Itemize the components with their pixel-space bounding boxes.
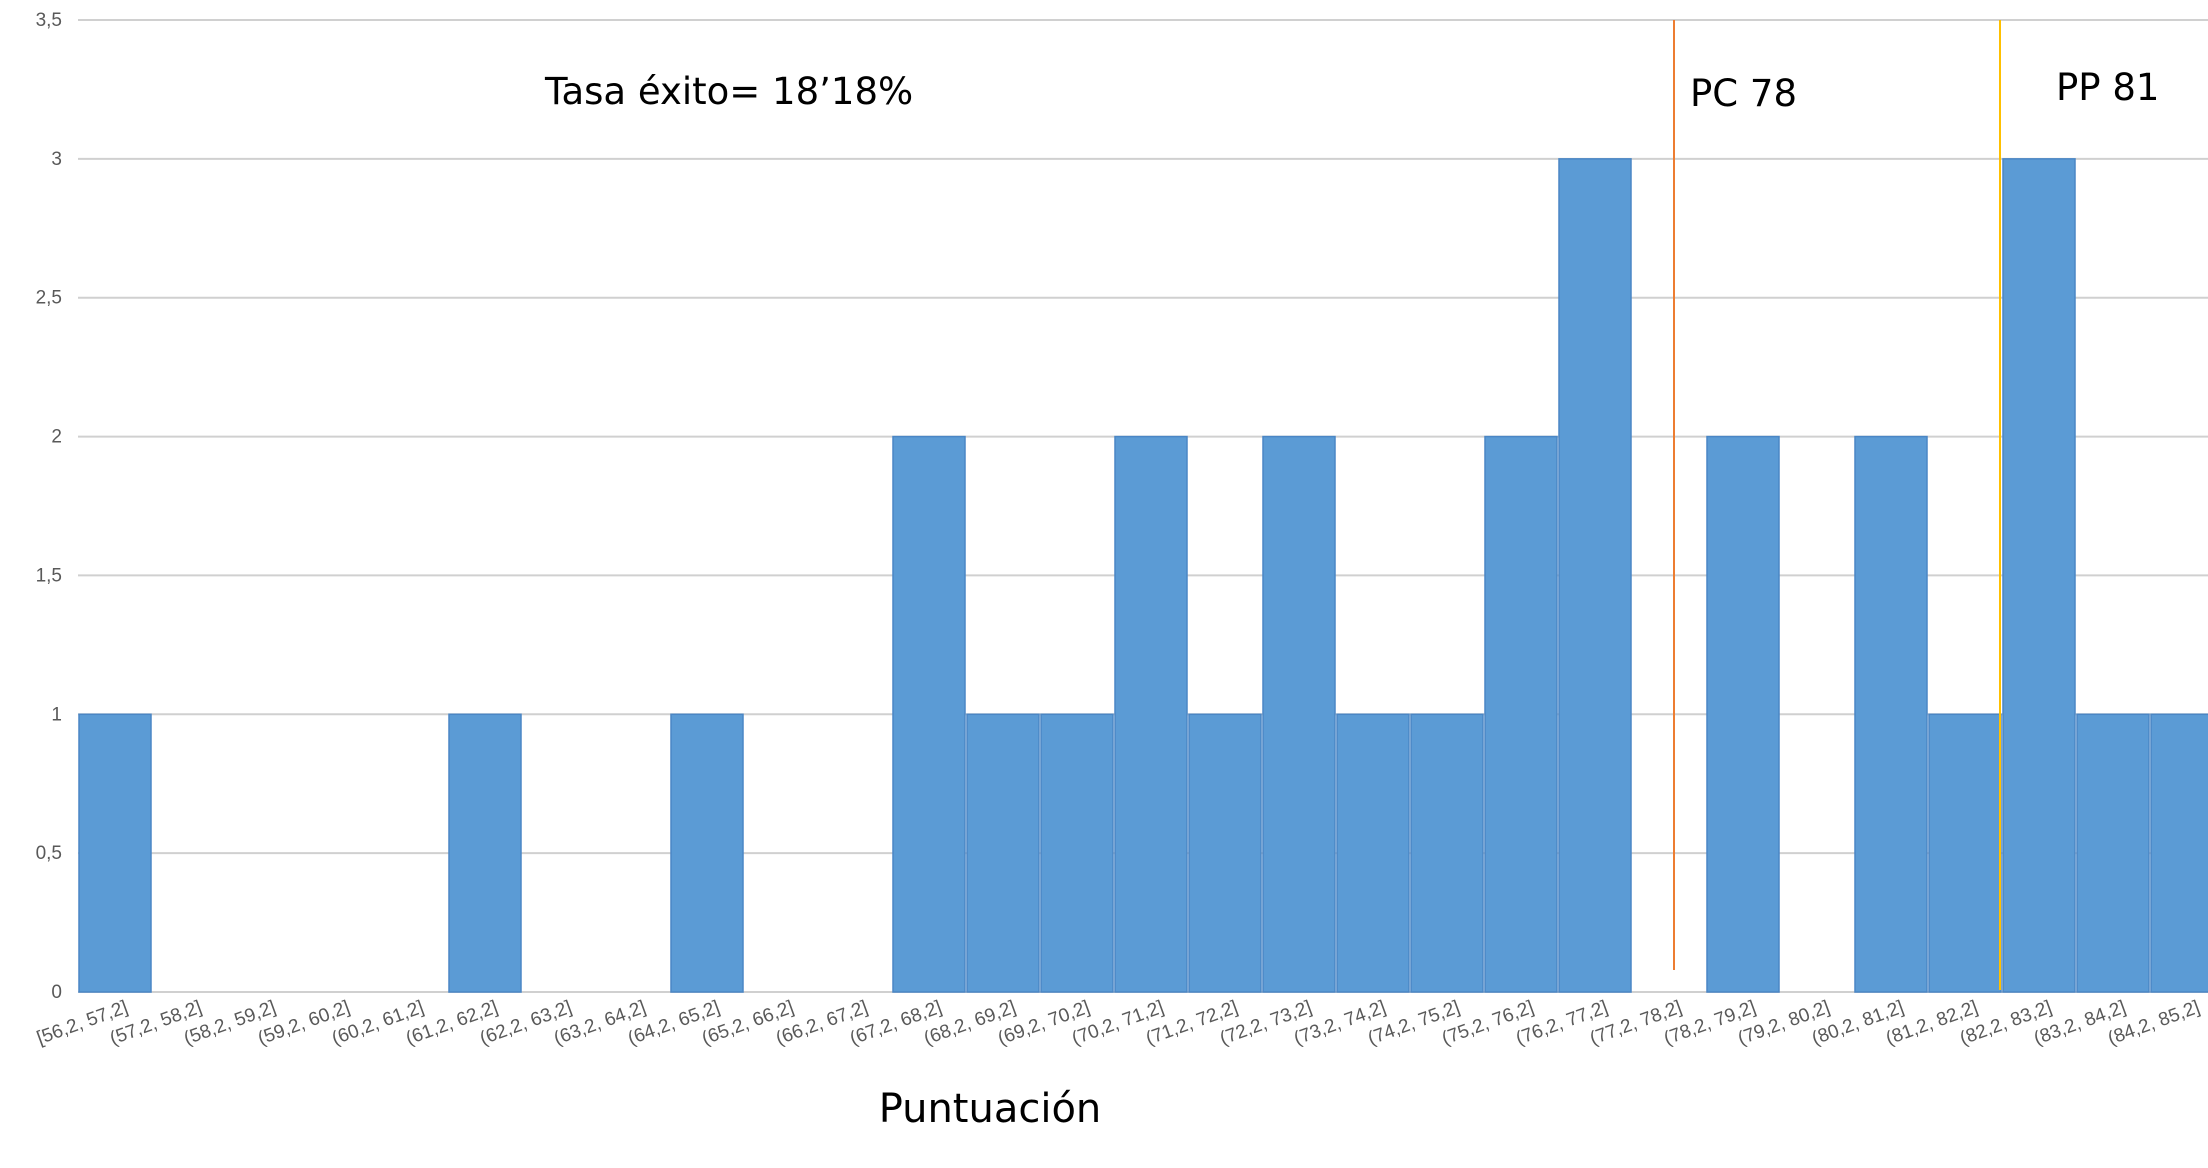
bar — [892, 435, 966, 993]
x-axis-title: Puntuación — [879, 1086, 1102, 1132]
annotations: Tasa éxito= 18’18% PC 78 PP 81 — [544, 20, 2159, 990]
bar — [78, 713, 152, 993]
bar — [1928, 713, 2002, 993]
bars — [78, 158, 2208, 993]
bar — [2150, 713, 2208, 993]
bar — [1262, 435, 1336, 993]
bar — [1854, 435, 1928, 993]
bar — [2002, 158, 2076, 993]
y-tick-label: 2,5 — [36, 288, 62, 309]
y-tick-label: 3 — [51, 149, 62, 170]
bar — [670, 713, 744, 993]
bar — [1114, 435, 1188, 993]
y-tick-label: 1,5 — [36, 565, 62, 586]
y-axis-tick-labels: 0 0,5 1 1,5 2 2,5 3 3,5 — [36, 10, 62, 1003]
bar — [448, 713, 522, 993]
pp-annotation: PP 81 — [2056, 66, 2159, 109]
y-tick-label: 0,5 — [36, 843, 62, 864]
bar — [966, 713, 1040, 993]
bar — [1336, 713, 1410, 993]
bar — [1706, 435, 1780, 993]
bar — [1040, 713, 1114, 993]
y-tick-label: 1 — [51, 704, 62, 725]
bar — [1484, 435, 1558, 993]
y-tick-label: 3,5 — [36, 10, 62, 31]
bar — [1410, 713, 1484, 993]
bar — [1188, 713, 1262, 993]
bar — [1558, 158, 1632, 993]
x-axis-tick-labels: [56,2, 57,2](57,2, 58,2](58,2, 59,2](59,… — [34, 997, 2203, 1050]
pc-annotation: PC 78 — [1690, 72, 1797, 115]
y-tick-label: 2 — [51, 427, 62, 448]
y-tick-label: 0 — [51, 982, 62, 1003]
success-rate-annotation: Tasa éxito= 18’18% — [544, 70, 913, 113]
bar — [2076, 713, 2150, 993]
